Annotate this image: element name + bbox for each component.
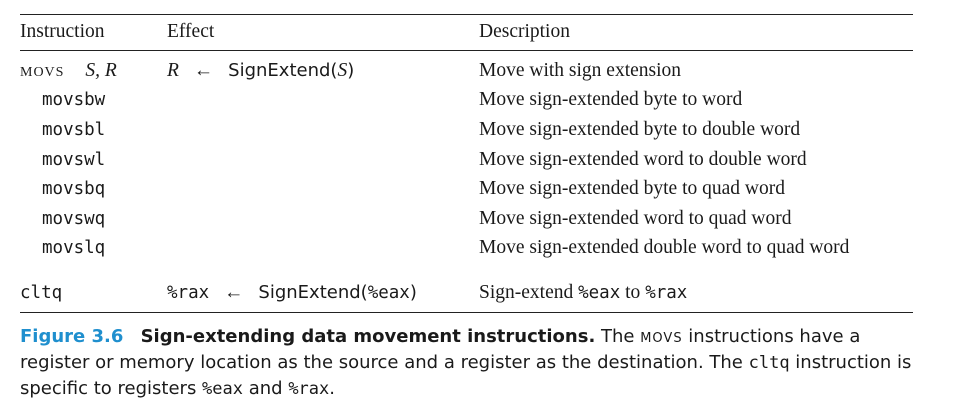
instruction-mnemonic: movsbw (42, 90, 106, 110)
caption-text: The (595, 326, 641, 347)
caption-register: %rax (288, 379, 330, 399)
description-text: Sign-extend (479, 282, 579, 303)
description: Move sign-extended byte to quad word (479, 178, 785, 199)
effect-arrow: ← (193, 60, 214, 81)
table-top-rule (20, 14, 913, 15)
effect-dest-register: %rax (167, 283, 210, 303)
caption-text: instruction is specific to registers (20, 352, 912, 399)
header-effect: Effect (167, 21, 215, 42)
effect-source: S (337, 60, 348, 81)
effect-paren: ) (409, 282, 417, 303)
effect-arrow: ← (224, 282, 244, 303)
description: Move sign-extended word to quad word (479, 208, 792, 229)
figure-label: Figure 3.6 (20, 326, 124, 347)
instruction-mnemonic: movsbl (42, 120, 106, 140)
caption-text: . (329, 378, 335, 399)
instruction-operands: S, R (85, 60, 117, 81)
figure-title: Sign-extending data movement instruction… (140, 326, 596, 347)
description-register: %rax (645, 283, 688, 303)
description: Move sign-extended word to double word (479, 149, 807, 170)
instruction-mnemonic: movswq (42, 209, 106, 229)
description-text: to (620, 282, 646, 303)
description: Sign-extend %eax to %rax (479, 281, 687, 305)
description: Move sign-extended byte to double word (479, 119, 801, 140)
instruction-mnemonic: cltq (20, 283, 63, 303)
caption-instruction: cltq (748, 353, 790, 373)
description: Move sign-extended byte to word (479, 89, 743, 110)
instruction-mnemonic: movslq (42, 238, 106, 258)
instruction-mnemonic: movswl (42, 150, 106, 170)
header-bottom-rule (20, 50, 913, 51)
caption-text: and (243, 378, 289, 399)
effect-dest: R (167, 60, 179, 81)
description: Move with sign extension (479, 60, 682, 81)
description-register: %eax (578, 283, 621, 303)
instruction-mnemonic: movsbq (42, 179, 106, 199)
effect-paren: ) (347, 60, 355, 81)
effect-arg-register: %eax (367, 283, 410, 303)
effect-formula: R ← SignExtend(S) (167, 59, 354, 83)
caption-instruction: movs (640, 326, 683, 347)
instruction-class-name: movs (20, 60, 65, 81)
effect-formula: %rax ← SignExtend(%eax) (167, 281, 417, 305)
table-bottom-rule (20, 312, 913, 313)
header-instruction: Instruction (20, 21, 105, 42)
caption-register: %eax (202, 379, 243, 399)
effect-function: SignExtend( (228, 60, 338, 81)
figure-caption: Figure 3.6 Sign-extending data movement … (20, 324, 920, 402)
description: Move sign-extended double word to quad w… (479, 237, 850, 258)
header-description: Description (479, 21, 570, 42)
effect-function: SignExtend( (258, 282, 368, 303)
caption-text: instructions have a register or memory l… (20, 326, 861, 373)
instruction-class: movs S, R (20, 59, 117, 83)
